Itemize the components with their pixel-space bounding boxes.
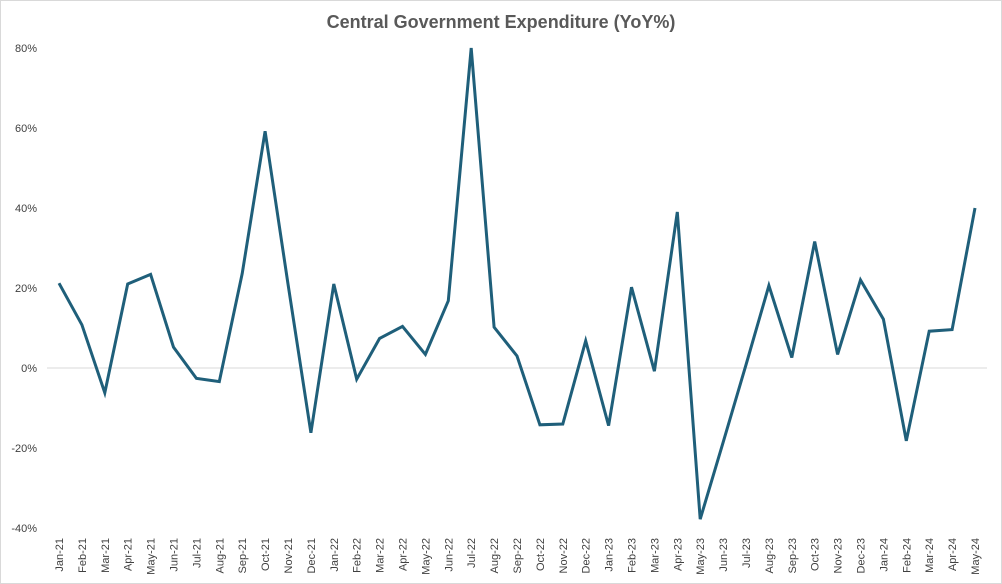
data-point (904, 439, 908, 443)
data-point (950, 328, 954, 332)
data-point (57, 281, 61, 285)
x-tick-label: Sep-21 (237, 538, 249, 573)
x-tick-label: Dec-21 (306, 538, 318, 573)
data-point (446, 299, 450, 303)
x-tick-label: Feb-22 (352, 538, 364, 573)
series-line (57, 47, 977, 520)
chart-title: Central Government Expenditure (YoY%) (326, 12, 676, 32)
data-point (194, 376, 198, 380)
x-tick-label: Feb-21 (77, 538, 89, 573)
y-axis: -40% -20% 0% 20% 40% 60% 80% (11, 43, 37, 535)
data-point (217, 380, 221, 384)
x-tick-label: Jan-21 (54, 538, 66, 572)
x-tick-label: Nov-23 (833, 538, 845, 573)
data-point (515, 354, 519, 358)
x-tick-label: Oct-23 (810, 538, 822, 571)
x-tick-label: Oct-21 (260, 538, 272, 571)
x-tick-label: Jun-21 (169, 538, 181, 572)
y-tick-label: 60% (15, 123, 37, 135)
data-point (652, 369, 656, 373)
x-tick-label: Dec-22 (581, 538, 593, 573)
x-tick-label: Apr-24 (947, 538, 959, 571)
x-tick-label: Apr-22 (398, 538, 410, 571)
data-point (538, 423, 542, 427)
y-tick-label: -20% (11, 443, 37, 455)
data-point (378, 336, 382, 340)
y-tick-label: 0% (21, 363, 37, 375)
data-point (423, 352, 427, 356)
x-tick-label: Sep-23 (787, 538, 799, 573)
x-tick-label: May-22 (420, 538, 432, 575)
x-tick-label: May-24 (970, 538, 982, 575)
x-tick-label: Apr-21 (123, 538, 135, 571)
x-tick-label: Jun-22 (443, 538, 455, 572)
data-point (492, 325, 496, 329)
x-tick-label: Jan-23 (604, 538, 616, 572)
data-point (881, 317, 885, 321)
x-tick-label: Jan-22 (329, 538, 341, 572)
data-point (607, 424, 611, 428)
data-point (859, 278, 863, 282)
y-tick-label: 80% (15, 43, 37, 55)
x-tick-label: Nov-22 (558, 538, 570, 573)
data-point (286, 282, 290, 286)
series-expenditure-yoy (57, 46, 977, 521)
x-tick-label: Sep-22 (512, 538, 524, 573)
data-point (630, 285, 634, 289)
x-tick-label: Mar-23 (649, 538, 661, 573)
data-point (172, 345, 176, 349)
data-point (80, 323, 84, 327)
y-tick-label: 20% (15, 283, 37, 295)
data-point (469, 46, 473, 50)
x-tick-label: Feb-24 (901, 538, 913, 573)
data-point (332, 282, 336, 286)
x-tick-label: Jul-23 (741, 538, 753, 568)
y-tick-label: 40% (15, 203, 37, 215)
data-point (103, 391, 107, 395)
data-point (355, 377, 359, 381)
x-tick-label: Aug-22 (489, 538, 501, 573)
data-point (973, 206, 977, 210)
data-point (149, 272, 153, 276)
x-tick-label: Dec-23 (856, 538, 868, 573)
data-point (240, 272, 244, 276)
data-point (767, 284, 771, 288)
data-point (126, 282, 130, 286)
x-tick-label: Aug-21 (214, 538, 226, 573)
x-tick-label: Mar-24 (924, 538, 936, 573)
x-tick-label: May-21 (146, 538, 158, 575)
data-point (813, 240, 817, 244)
x-tick-label: Oct-22 (535, 538, 547, 571)
x-tick-label: Aug-23 (764, 538, 776, 573)
data-point (744, 363, 748, 367)
y-tick-label: -40% (11, 523, 37, 535)
x-tick-label: Mar-22 (375, 538, 387, 573)
x-tick-label: Apr-23 (672, 538, 684, 571)
data-point (401, 324, 405, 328)
data-point (721, 440, 725, 444)
x-tick-label: Mar-21 (100, 538, 112, 573)
data-point (927, 329, 931, 333)
x-tick-label: Feb-23 (627, 538, 639, 573)
data-point (584, 339, 588, 343)
x-axis: Jan-21 Feb-21 Mar-21 Apr-21 May-21 Jun-21 Jul-… (54, 538, 982, 575)
data-point (561, 422, 565, 426)
data-point (675, 210, 679, 214)
x-tick-label: May-23 (695, 538, 707, 575)
x-tick-label: Jul-21 (191, 538, 203, 568)
x-tick-label: Jan-24 (878, 538, 890, 572)
x-tick-label: Jun-23 (718, 538, 730, 572)
data-point (698, 517, 702, 521)
data-point (790, 356, 794, 360)
data-point (263, 129, 267, 133)
x-tick-label: Nov-21 (283, 538, 295, 573)
x-tick-label: Jul-22 (466, 538, 478, 568)
data-point (836, 352, 840, 356)
data-point (309, 431, 313, 435)
